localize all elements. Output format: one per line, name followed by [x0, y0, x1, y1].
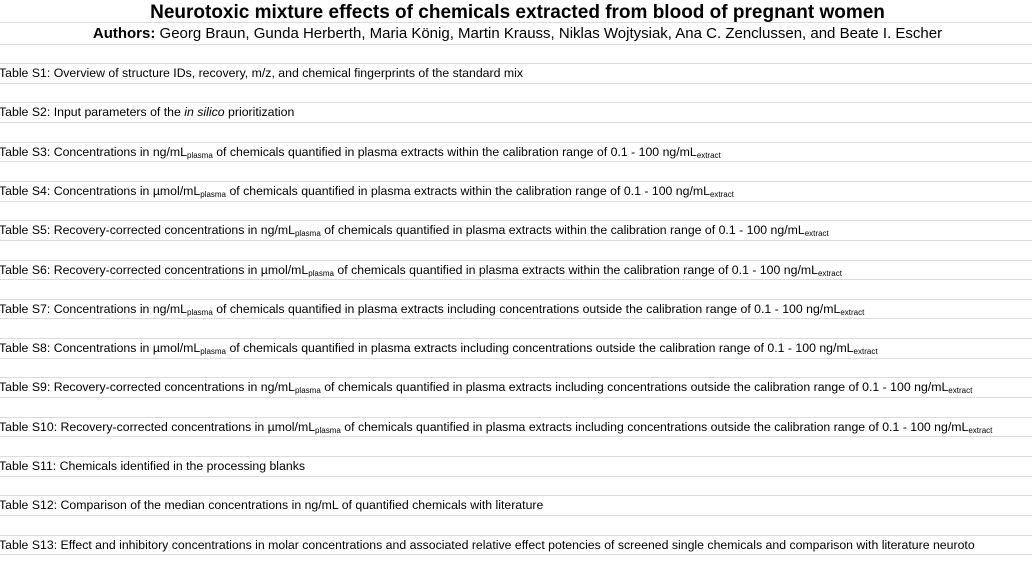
subscript: plasma [315, 425, 341, 435]
grid-line [0, 357, 1032, 359]
grid-line [0, 298, 1032, 300]
grid-line [0, 514, 1032, 516]
authors: Authors: Georg Braun, Gunda Herberth, Ma… [0, 25, 1032, 42]
subscript: extract [804, 229, 829, 239]
table-row: Table S10: Recovery-corrected concentrat… [0, 417, 1032, 437]
subscript: extract [968, 425, 993, 435]
subscript: plasma [200, 347, 227, 357]
row-label: Table S6: [0, 262, 51, 277]
row-text: Overview of structure IDs, recovery, m/z… [53, 66, 523, 80]
row-text: of chemicals quantified in plasma extrac… [216, 301, 841, 316]
row-text: Input parameters of the [53, 105, 181, 120]
grid-line [0, 22, 1032, 23]
row-label: Table S1: [0, 66, 51, 80]
row-label: Table S5: [0, 223, 51, 238]
table-row: Table S9: Recovery-corrected concentrati… [0, 377, 1032, 397]
row-text: of chemicals quantified in plasma extrac… [324, 223, 805, 238]
row-label: Table S10: [0, 419, 58, 434]
row-text: Chemicals identified in the processing b… [59, 459, 306, 473]
row-text: of chemicals quantified in plasma extrac… [229, 341, 854, 356]
grid-line [0, 141, 1032, 143]
authors-label: Authors: [92, 25, 156, 42]
row-text: of chemicals quantified in plasma extrac… [344, 419, 969, 434]
row-text: of chemicals quantified in plasma extrac… [324, 380, 949, 395]
row-text: prioritization [228, 105, 295, 120]
subscript: extract [709, 189, 734, 199]
table-row: Table S2: Input parameters of the in sil… [0, 102, 1032, 122]
title: Neurotoxic mixture effects of chemicals … [150, 2, 885, 23]
grid-line [0, 377, 1032, 379]
table-row: Table S5: Recovery-corrected concentrati… [0, 220, 1032, 240]
grid-line [0, 318, 1032, 320]
grid-line [0, 161, 1032, 163]
row-text: Concentrations in µmol/mL [53, 183, 201, 198]
row-text: Recovery-corrected concentrations in µmo… [53, 262, 309, 277]
table-row: Table S8: Concentrations in µmol/mLplasm… [0, 338, 1032, 358]
table-row: Table S4: Concentrations in µmol/mLplasm… [0, 181, 1032, 201]
row-label: Table S7: [0, 301, 51, 316]
grid-line [0, 239, 1032, 241]
row-label: Table S13: [0, 537, 58, 552]
row-text: Concentrations in ng/mL [53, 144, 187, 159]
subscript: plasma [294, 386, 321, 396]
row-text: of chemicals quantified in plasma extrac… [337, 262, 818, 277]
grid-line [0, 554, 1032, 556]
grid-line [0, 102, 1032, 104]
table-row: Table S11: Chemicals identified in the p… [0, 456, 1032, 476]
grid-line [0, 44, 1032, 45]
row-text: Concentrations in ng/mL [53, 301, 187, 316]
subscript: extract [817, 268, 842, 278]
subscript: plasma [308, 268, 334, 278]
grid-line [0, 82, 1032, 84]
row-text: Recovery-corrected concentrations in ng/… [53, 223, 295, 238]
grid-line [0, 180, 1032, 182]
row-label: Table S3: [0, 144, 51, 159]
authors-names: Georg Braun, Gunda Herberth, Maria König… [159, 25, 943, 42]
table-row: Table S6: Recovery-corrected concentrati… [0, 260, 1032, 280]
grid-line [0, 220, 1032, 222]
row-text: of chemicals quantified in plasma extrac… [229, 183, 710, 198]
italic-text: in silico [184, 105, 225, 120]
table-row: Table S12: Comparison of the median conc… [0, 495, 1032, 515]
grid-line [0, 259, 1032, 261]
grid-line [0, 279, 1032, 281]
table-row: Table S3: Concentrations in ng/mLplasma … [0, 142, 1032, 162]
grid-line [0, 475, 1032, 477]
grid-line [0, 397, 1032, 399]
row-label: Table S8: [0, 341, 51, 356]
table-row: Table S1: Overview of structure IDs, rec… [0, 63, 1032, 83]
grid-line [0, 534, 1032, 536]
subscript: extract [853, 347, 878, 357]
row-label: Table S2: [0, 105, 51, 120]
grid-line [0, 416, 1032, 418]
table-row: Table S7: Concentrations in ng/mLplasma … [0, 299, 1032, 319]
grid-line [0, 436, 1032, 438]
row-text: Comparison of the median concentrations … [60, 498, 544, 513]
subscript: extract [696, 150, 721, 160]
row-label: Table S4: [0, 183, 51, 198]
grid-line [0, 456, 1032, 457]
row-text: Recovery-corrected concentrations in ng/… [53, 380, 295, 395]
grid-line [0, 338, 1032, 340]
row-label: Table S11: [0, 459, 57, 473]
grid-line [0, 200, 1032, 202]
row-label: Table S12: [0, 498, 58, 513]
row-text: Recovery-corrected concentrations in µmo… [60, 419, 316, 434]
subscript: extract [948, 386, 973, 396]
table-row: Table S13: Effect and inhibitory concent… [0, 535, 1032, 555]
subscript: plasma [294, 229, 321, 239]
row-text: of chemicals quantified in plasma extrac… [216, 144, 697, 159]
subscript: extract [840, 307, 865, 317]
row-label: Table S9: [0, 380, 51, 395]
grid-line [0, 121, 1032, 123]
subscript: plasma [187, 150, 213, 160]
row-text: Concentrations in µmol/mL [53, 341, 201, 356]
subscript: plasma [187, 307, 213, 317]
subscript: plasma [200, 189, 227, 199]
grid-line [0, 495, 1032, 497]
row-text: Effect and inhibitory concentrations in … [60, 537, 975, 552]
grid-line [0, 63, 1032, 64]
